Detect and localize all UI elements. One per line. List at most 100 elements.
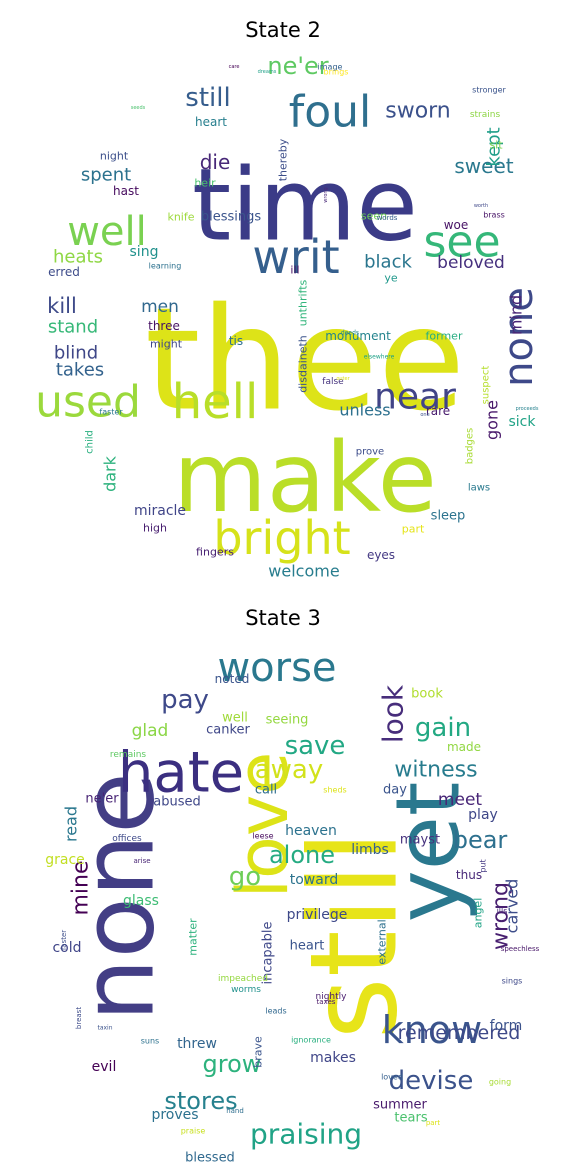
word-high: high <box>143 522 167 535</box>
word-heaven: heaven <box>285 823 337 839</box>
word-glad: glad <box>132 721 169 741</box>
word-brave: brave <box>252 1036 265 1068</box>
word-seen: seen <box>361 210 387 223</box>
word-blind: blind <box>54 343 98 364</box>
word-none: none <box>496 287 542 387</box>
word-made: made <box>447 740 481 754</box>
word-heir: heir <box>194 177 216 190</box>
word-blessed: blessed <box>185 1151 235 1166</box>
word-meet: meet <box>438 790 482 810</box>
word-night: night <box>100 150 129 163</box>
word-ills: ills <box>497 907 508 916</box>
word-hell: hell <box>172 374 259 430</box>
word-speechless: speechless <box>501 945 540 953</box>
word-see: see <box>423 217 500 268</box>
word-form: form <box>490 1018 523 1034</box>
word-toward: toward <box>290 872 338 888</box>
word-proves: proves <box>151 1107 198 1123</box>
word-still: still <box>185 83 230 113</box>
word-hast: hast <box>113 184 139 198</box>
word-used: used <box>35 377 141 428</box>
word-ignorance: ignorance <box>291 1036 331 1045</box>
word-woe: woe <box>444 218 469 232</box>
word-wrong: wrong <box>489 882 514 950</box>
word-abused: abused <box>153 795 200 810</box>
word-thee: thee <box>145 278 465 443</box>
word-thus: thus <box>456 868 482 882</box>
word-stand: stand <box>48 317 98 338</box>
word-tears: tears <box>394 1111 427 1126</box>
word-worth: worth <box>474 203 488 209</box>
word-sleep: sleep <box>431 509 466 524</box>
word-well: well <box>67 209 147 255</box>
word-look: look <box>377 684 410 743</box>
word-away: away <box>255 755 324 785</box>
word-bear: bear <box>453 826 508 854</box>
word-part: part <box>402 523 425 536</box>
word-dark: dark <box>101 455 120 492</box>
word-external: external <box>376 919 389 964</box>
word-seeds: seeds <box>131 105 146 111</box>
word-rare: rare <box>426 404 450 418</box>
word-summer: summer <box>373 1098 427 1113</box>
word-deeds: deeds <box>341 330 359 337</box>
word-sweet: sweet <box>454 154 513 178</box>
word-matter: matter <box>187 918 200 956</box>
word-eyes: eyes <box>367 548 395 562</box>
word-gain: gain <box>415 713 471 743</box>
word-thereby: thereby <box>277 138 290 181</box>
word-hate: hate <box>118 741 244 806</box>
word-welcome: welcome <box>268 562 339 581</box>
word-ne-er: ne'er <box>85 792 119 807</box>
word-alone: alone <box>269 841 335 869</box>
word-monument: monument <box>325 329 391 343</box>
panel-title-state-3: State 3 <box>245 606 321 630</box>
word-devise: devise <box>389 1066 474 1096</box>
word-remains: remains <box>110 750 147 760</box>
word-heats: heats <box>53 247 103 268</box>
word-breast: breast <box>75 1007 83 1029</box>
word-makes: makes <box>310 1050 356 1066</box>
word-learning: learning <box>149 262 182 271</box>
word-angel: angel <box>472 898 485 929</box>
word-knife: knife <box>167 211 194 224</box>
word-well: well <box>222 711 248 726</box>
word-glass: glass <box>123 893 159 909</box>
word-sworn: sworn <box>385 99 451 124</box>
word-stores: stores <box>164 1087 237 1115</box>
word-erred: erred <box>48 265 80 279</box>
word-strains: strains <box>470 110 501 120</box>
word-taxes: taxes <box>317 998 336 1006</box>
word-heart: heart <box>195 115 227 129</box>
word-taxin: taxin <box>97 1025 112 1032</box>
word-seeing: seeing <box>266 713 309 728</box>
word-time: time <box>192 147 418 264</box>
word-blessings: blessings <box>201 210 262 225</box>
word-sings: sings <box>502 977 523 986</box>
word-arise: arise <box>133 857 150 865</box>
word-read: read <box>62 806 81 842</box>
word-might: might <box>150 338 183 351</box>
word-brings: brings <box>324 68 349 77</box>
word-badges: badges <box>465 428 476 465</box>
word-hand: hand <box>226 1107 244 1115</box>
word-spent: spent <box>81 165 131 186</box>
word-pay: pay <box>161 685 209 715</box>
word-put: put <box>479 859 488 872</box>
word-unthrifts: unthrifts <box>297 279 310 326</box>
word-words: words <box>377 214 398 222</box>
word-nightly: nightly <box>316 992 348 1002</box>
word-sick: sick <box>509 414 537 430</box>
word-noted: noted <box>215 672 250 686</box>
word-incapable: incapable <box>261 921 276 984</box>
word-play: play <box>468 807 498 823</box>
word-elsewhere: elsewhere <box>364 354 395 361</box>
word-sing: sing <box>130 244 159 260</box>
word-cold: cold <box>52 940 81 956</box>
word-laws: laws <box>468 483 490 494</box>
word-mind: mind <box>507 295 526 335</box>
word-offices: offices <box>112 834 142 844</box>
word-none: none <box>60 772 177 1021</box>
